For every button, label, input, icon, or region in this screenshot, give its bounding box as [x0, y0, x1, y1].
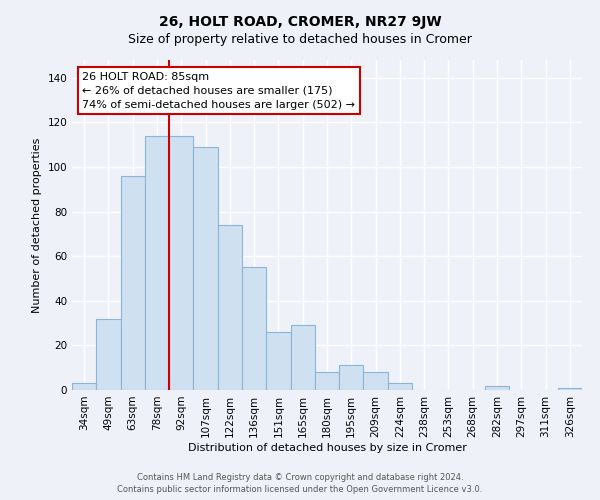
Text: Size of property relative to detached houses in Cromer: Size of property relative to detached ho…: [128, 32, 472, 46]
Y-axis label: Number of detached properties: Number of detached properties: [32, 138, 42, 312]
Bar: [72, 384, 96, 390]
Bar: [218, 225, 242, 390]
Bar: [485, 386, 509, 390]
Bar: [169, 136, 193, 390]
Bar: [145, 136, 169, 390]
Bar: [315, 372, 339, 390]
Bar: [266, 332, 290, 390]
Bar: [290, 326, 315, 390]
Text: 26 HOLT ROAD: 85sqm
← 26% of detached houses are smaller (175)
74% of semi-detac: 26 HOLT ROAD: 85sqm ← 26% of detached ho…: [82, 72, 355, 110]
Bar: [242, 268, 266, 390]
Bar: [558, 388, 582, 390]
Bar: [193, 147, 218, 390]
X-axis label: Distribution of detached houses by size in Cromer: Distribution of detached houses by size …: [188, 442, 466, 452]
Bar: [339, 366, 364, 390]
Text: 26, HOLT ROAD, CROMER, NR27 9JW: 26, HOLT ROAD, CROMER, NR27 9JW: [158, 15, 442, 29]
Bar: [121, 176, 145, 390]
Bar: [388, 384, 412, 390]
Bar: [364, 372, 388, 390]
Bar: [96, 318, 121, 390]
Text: Contains HM Land Registry data © Crown copyright and database right 2024.
Contai: Contains HM Land Registry data © Crown c…: [118, 472, 482, 494]
